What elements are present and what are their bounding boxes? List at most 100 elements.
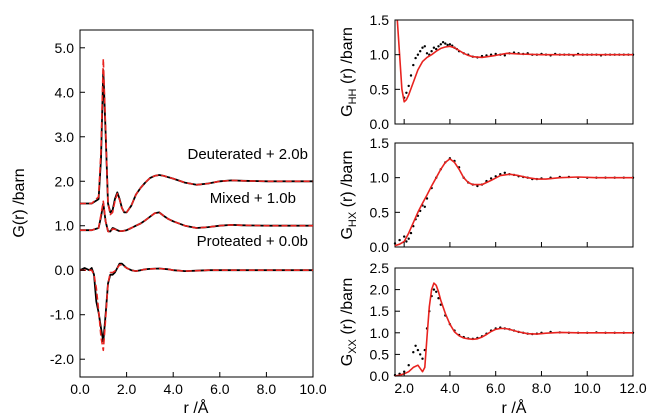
hh-curves	[396, 19, 635, 103]
xx-x-axis-label: r /Å	[502, 398, 527, 417]
x-tick-label: 8.0	[532, 380, 552, 396]
y-tick-label: 0.0	[55, 262, 75, 278]
y-tick-label: 2.0	[370, 282, 390, 298]
plot-frame-hx	[394, 142, 634, 248]
annotation-proteated: Proteated + 0.0b	[197, 233, 308, 250]
data-point	[407, 237, 410, 240]
x-tick-label: 4.0	[440, 380, 460, 396]
data-point	[407, 84, 410, 88]
left-x-ticks: 0.0 2.0 4.0 6.0 8.0 10.0	[70, 372, 327, 397]
data-point	[425, 197, 429, 200]
y-tick-label: 2.0	[55, 173, 75, 189]
data-point	[425, 52, 429, 55]
xx-x-ticks: 2.0 4.0 6.0 8.0 10.0 12.0	[394, 371, 647, 396]
data-point	[414, 56, 417, 60]
y-tick-label: 4.0	[55, 84, 75, 100]
hh-y-axis-label: GHH (r) /barn	[339, 27, 359, 117]
y-tick-label: 1.5	[370, 303, 390, 319]
x-tick-label: 6.0	[210, 381, 230, 397]
data-point	[403, 235, 406, 238]
data-point	[444, 42, 447, 45]
y-tick-label: -1.0	[50, 307, 74, 323]
left-x-axis-label: r /Å	[184, 398, 209, 417]
data-point	[409, 231, 413, 235]
xx-y-axis-label: GXX (r) /barn	[339, 278, 359, 366]
y-tick-label: 1.0	[55, 218, 75, 234]
hx-y-ticks: 0.0 0.5 1.0 1.5	[370, 135, 400, 255]
fit-line-xx	[394, 282, 633, 377]
fit-line-left-deuterated	[80, 58, 313, 216]
y-tick-label: 1.5	[370, 135, 390, 151]
xx-curves	[393, 282, 635, 377]
data-line-left-proteated	[79, 262, 313, 343]
data-point	[405, 91, 408, 95]
data-point	[421, 46, 424, 49]
x-tick-label: 2.0	[394, 380, 414, 396]
hh-y-ticks: 0.0 0.5 1.0 1.5	[370, 12, 400, 132]
left-y-axis-label: G(r) /barn	[11, 168, 28, 237]
data-point	[503, 171, 506, 174]
data-point	[398, 238, 401, 242]
left-y-ticks: -2.0 -1.0 0.0 1.0 2.0 3.0 4.0 5.0	[50, 40, 85, 367]
y-tick-label: 2.5	[370, 260, 390, 276]
data-point	[435, 290, 438, 293]
data-point	[432, 288, 436, 291]
y-tick-label: 5.0	[55, 40, 75, 56]
data-point	[448, 43, 452, 46]
fit-line-hh	[396, 19, 633, 103]
data-point	[421, 357, 424, 360]
y-tick-label: 0.5	[370, 81, 390, 97]
data-point	[439, 43, 442, 46]
y-tick-label: 1.0	[370, 170, 390, 186]
data-point	[414, 344, 417, 347]
data-point	[409, 74, 413, 77]
data-point	[430, 50, 433, 53]
data-point	[416, 53, 420, 56]
y-tick-label: 3.0	[55, 129, 75, 145]
data-point	[416, 348, 420, 352]
hx-curves	[393, 157, 635, 247]
data-point	[446, 43, 449, 47]
panel-g-hx: 0.0 0.5 1.0 1.5 GHX (r) /barn	[339, 135, 635, 255]
data-point	[437, 297, 440, 300]
x-tick-label: 6.0	[486, 380, 506, 396]
data-point	[503, 54, 506, 57]
y-tick-label: 0.0	[370, 368, 390, 384]
x-tick-label: 0.0	[70, 381, 90, 397]
fit-line-hx	[394, 158, 633, 247]
x-tick-label: 2.0	[117, 381, 137, 397]
data-point	[407, 364, 410, 367]
data-point	[412, 351, 415, 354]
panel-g-hh: 0.0 0.5 1.0 1.5 GHH (r) /barn	[339, 12, 635, 132]
data-point	[393, 242, 397, 245]
data-points-hx	[393, 157, 635, 245]
xx-y-ticks: 0.0 0.5 1.0 1.5 2.0 2.5	[370, 260, 400, 384]
y-tick-label: -2.0	[50, 351, 74, 367]
left-curves	[79, 58, 313, 352]
y-tick-label: 1.0	[370, 325, 390, 341]
plot-frame-xx	[394, 267, 634, 377]
fit-line-left-proteated	[80, 264, 313, 352]
hh-x-ticks	[403, 119, 634, 124]
y-tick-label: 0.5	[370, 204, 390, 220]
fit-line-left-mixed	[80, 200, 313, 233]
annotation-deuterated: Deuterated + 2.0b	[187, 146, 308, 163]
plot-frame-hh	[394, 19, 634, 125]
data-point	[412, 63, 415, 67]
panel-g-xx: 0.00.51.01.52.02.5 2.0 4.0 6.0 8.0 10.0 12.0 …	[339, 260, 647, 417]
hx-y-axis-label: GHX (r) /barn	[339, 150, 359, 239]
y-tick-label: 0.5	[370, 346, 390, 362]
x-tick-label: 4.0	[163, 381, 183, 397]
y-tick-label: 1.5	[370, 12, 390, 28]
data-point	[432, 46, 436, 49]
x-tick-label: 10.0	[574, 380, 601, 396]
y-tick-label: 1.0	[370, 47, 390, 63]
annotation-mixed: Mixed + 1.0b	[210, 190, 296, 207]
x-tick-label: 12.0	[619, 380, 646, 396]
panel-total-g: -2.0 -1.0 0.0 1.0 2.0 3.0 4.0 5.0 0.0 2.0 4.0 6.0 8…	[11, 29, 327, 417]
y-tick-label: 0.0	[370, 239, 390, 255]
data-point	[437, 45, 440, 48]
data-point	[405, 240, 408, 243]
data-point	[419, 353, 422, 356]
